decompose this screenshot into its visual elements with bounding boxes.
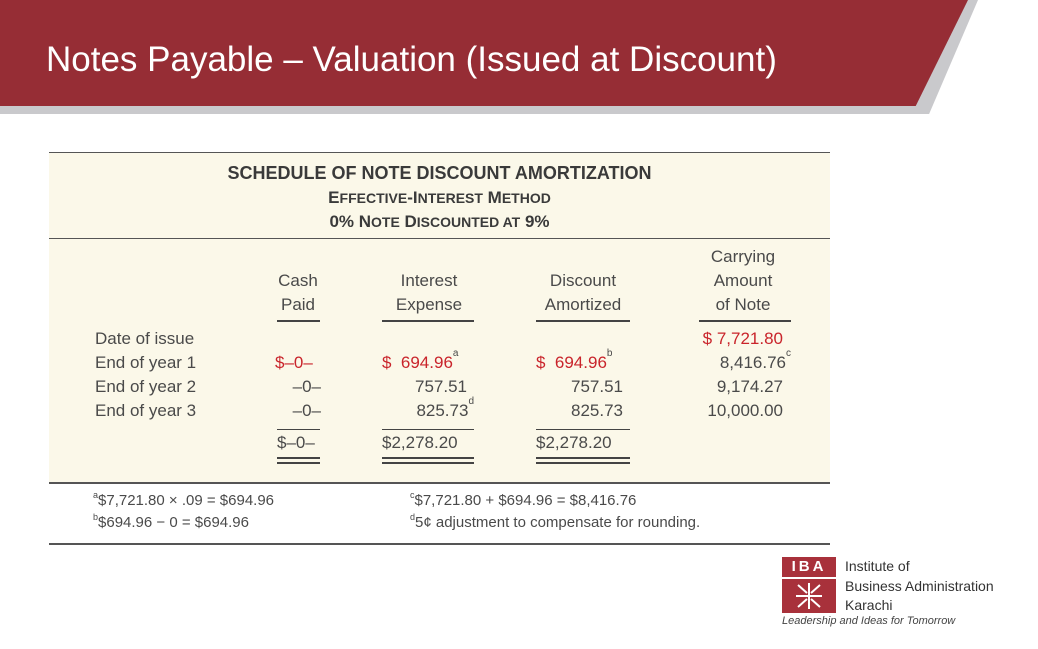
interest-double-underline-2: [382, 462, 474, 464]
logo-abbr: IBA: [782, 557, 836, 577]
discount-total-rule: [536, 429, 630, 430]
footnote-d: d5¢ adjustment to compensate for roundin…: [410, 512, 701, 531]
interest-header-underline: [382, 320, 474, 322]
discount-double-underline-1: [536, 457, 630, 459]
cash-header-underline: [277, 320, 320, 322]
title-banner: [0, 0, 968, 106]
logo-tagline: Leadership and Ideas for Tomorrow: [782, 615, 956, 627]
iba-logo: IBA: [782, 557, 836, 613]
logo-line-3: Karachi: [845, 597, 893, 613]
header-rule: [49, 238, 830, 239]
schedule-title: SCHEDULE OF NOTE DISCOUNT AMORTIZATION: [227, 163, 652, 183]
footnote-b: b$694.96 − 0 = $694.96: [93, 512, 249, 531]
carrying-amount-year-3: 10,000.00: [707, 401, 783, 420]
footnote-c: c$7,721.80 + $694.96 = $8,416.76: [410, 490, 637, 509]
cash-paid-total: $–0–: [277, 433, 315, 452]
discount-double-underline-2: [536, 462, 630, 464]
discount-amortized-year-1: $ 694.96b: [536, 348, 613, 373]
schedule-subtitle-method: EFFECTIVE-INTEREST METHOD: [328, 188, 551, 207]
schedule-panel: SCHEDULE OF NOTE DISCOUNT AMORTIZATION E…: [49, 152, 830, 484]
cash-double-underline-2: [277, 462, 320, 464]
carrying-amount-year-1: 8,416.76c: [719, 348, 791, 373]
footnote-a: a$7,721.80 × .09 = $694.96: [93, 490, 275, 509]
cash-paid-year-1: $–0–: [275, 353, 313, 372]
row-label: End of year 1: [95, 353, 197, 372]
carrying-amount-issue: $ 7,721.80: [702, 329, 783, 348]
column-header-carrying: Carrying Amount of Note: [710, 247, 776, 314]
row-label: Date of issue: [95, 329, 195, 348]
row-label: End of year 3: [95, 401, 197, 420]
discount-header-underline: [536, 320, 630, 322]
slide-title: Notes Payable – Valuation (Issued at Dis…: [46, 40, 777, 79]
cash-paid-year-2: –0–: [292, 377, 321, 396]
row-label: End of year 2: [95, 377, 197, 396]
cash-double-underline-1: [277, 457, 320, 459]
interest-total-rule: [382, 429, 474, 430]
footnotes: a$7,721.80 × .09 = $694.96 b$694.96 − 0 …: [49, 484, 830, 545]
discount-amortized-year-2: 757.51: [571, 377, 623, 396]
interest-double-underline-1: [382, 457, 474, 459]
logo-line-1: Institute of: [845, 558, 910, 574]
column-header-cash: Cash Paid: [278, 271, 318, 314]
discount-amortized-year-3: 825.73: [571, 401, 623, 420]
discount-amortized-total: $2,278.20: [536, 433, 612, 452]
interest-expense-year-3: 825.73d: [416, 396, 474, 421]
cash-paid-year-3: –0–: [292, 401, 321, 420]
interest-expense-year-1: $ 694.96a: [382, 348, 459, 373]
column-header-discount: Discount Amortized: [544, 271, 622, 314]
schedule-subtitle-rate: 0% NOTE DISCOUNTED AT 9%: [329, 212, 550, 231]
carrying-header-underline: [699, 320, 791, 322]
carrying-amount-year-2: 9,174.27: [716, 377, 783, 396]
logo-line-2: Business Administration: [845, 578, 994, 594]
logo-emblem: [782, 579, 836, 613]
cash-total-rule: [277, 429, 320, 430]
emblem-icon: [796, 583, 822, 609]
interest-expense-total: $2,278.20: [382, 433, 458, 452]
column-header-interest: Interest Expense: [395, 271, 463, 314]
interest-expense-year-2: 757.51: [415, 377, 467, 396]
